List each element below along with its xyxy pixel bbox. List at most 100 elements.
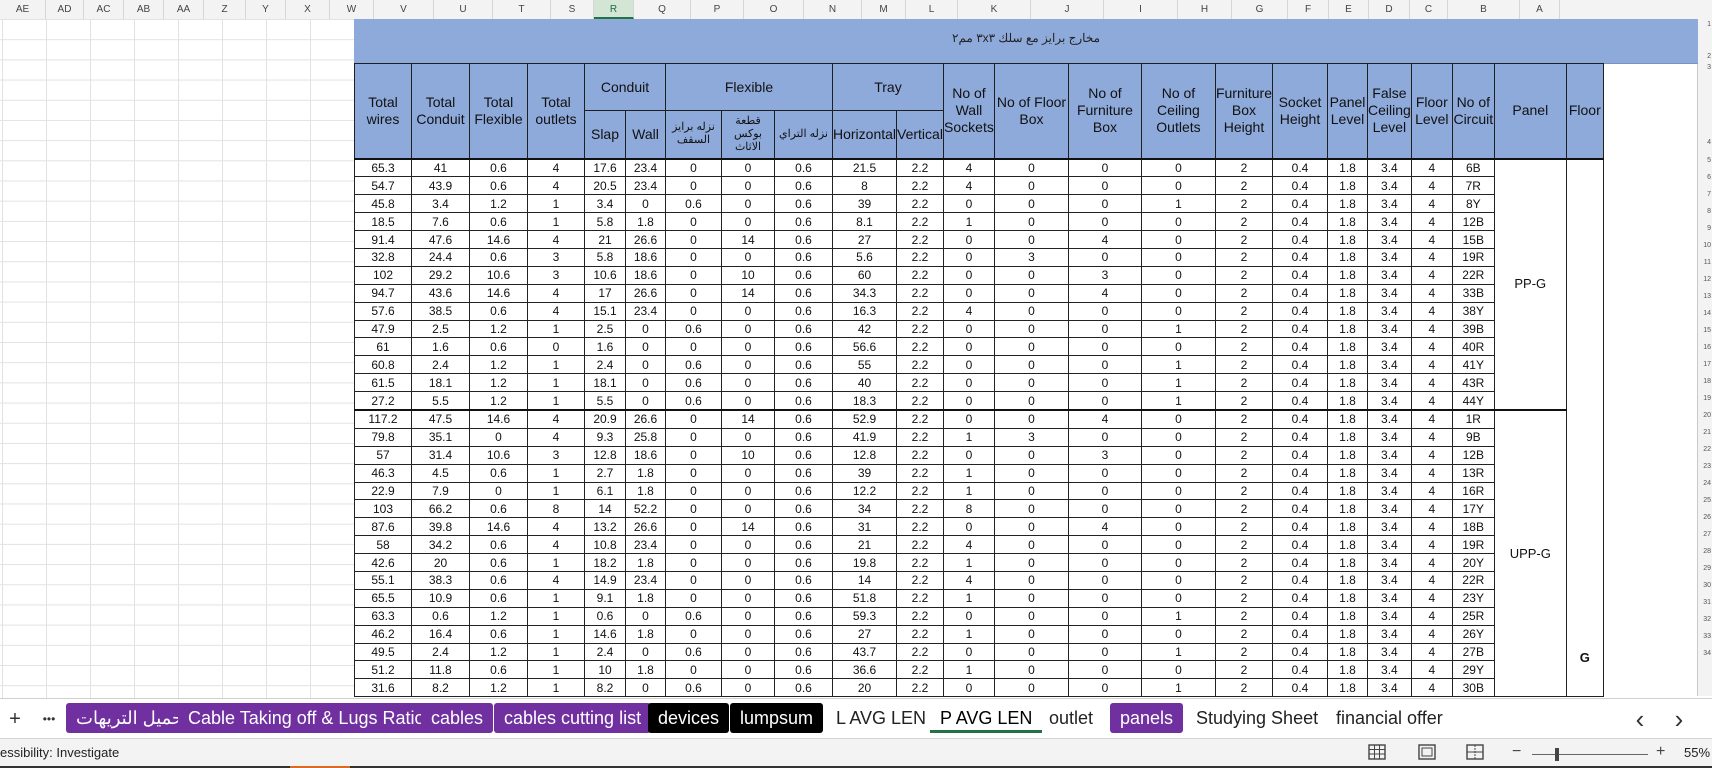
table-cell[interactable]: 1.8 xyxy=(625,463,666,483)
table-cell[interactable]: 0.4 xyxy=(1271,408,1328,429)
table-cell[interactable]: 0.6 xyxy=(774,194,833,214)
table-cell[interactable]: 0 xyxy=(721,570,775,590)
table-cell[interactable]: 4 xyxy=(942,570,995,590)
table-cell[interactable]: 52.9 xyxy=(831,408,898,429)
table-cell[interactable]: 14.9 xyxy=(584,570,626,590)
table-cell[interactable]: 4 xyxy=(527,301,585,321)
row-header-13[interactable]: 13 xyxy=(1703,293,1711,300)
table-cell[interactable]: 1.8 xyxy=(1326,230,1368,249)
table-cell[interactable]: 0 xyxy=(1140,553,1216,572)
row-header-7[interactable]: 7 xyxy=(1707,191,1711,198)
table-cell[interactable]: 0.4 xyxy=(1271,570,1328,590)
table-cell[interactable]: 0.4 xyxy=(1271,176,1328,196)
table-cell[interactable]: 17Y xyxy=(1451,499,1495,519)
table-cell[interactable]: 0 xyxy=(993,642,1069,662)
table-cell[interactable]: 4 xyxy=(527,535,585,555)
table-cell[interactable]: 1.8 xyxy=(1326,642,1368,662)
table-cell[interactable]: 2.2 xyxy=(896,157,944,178)
table-cell[interactable]: 6B xyxy=(1451,157,1495,178)
table-cell[interactable]: 43R xyxy=(1451,373,1495,393)
table-cell[interactable]: 0.6 xyxy=(665,606,722,626)
table-cell[interactable]: 2.2 xyxy=(896,230,944,249)
table-cell[interactable]: 0 xyxy=(1067,355,1142,375)
table-cell[interactable]: 2.2 xyxy=(896,481,944,501)
table-cell[interactable]: 2.2 xyxy=(896,553,944,572)
row-header-5[interactable]: 5 xyxy=(1707,157,1711,164)
table-cell[interactable]: 0 xyxy=(665,445,722,465)
column-header-a[interactable]: A xyxy=(1520,0,1560,19)
table-cell[interactable]: 41 xyxy=(411,157,470,178)
column-header-s[interactable]: S xyxy=(551,0,594,19)
table-cell[interactable]: 61 xyxy=(354,337,412,357)
table-cell[interactable]: 4 xyxy=(527,408,585,429)
table-cell[interactable]: 14.6 xyxy=(469,408,528,429)
table-cell[interactable]: 0 xyxy=(1140,445,1216,465)
table-cell[interactable]: 0.6 xyxy=(469,463,528,483)
table-cell[interactable]: 94.7 xyxy=(354,283,412,303)
table-cell[interactable]: 0.4 xyxy=(1271,265,1328,285)
table-cell[interactable]: 0 xyxy=(665,337,722,357)
table-cell[interactable]: 24.4 xyxy=(411,247,470,267)
table-cell[interactable]: 0 xyxy=(1140,301,1216,321)
table-cell[interactable]: 1.2 xyxy=(469,642,528,662)
table-cell[interactable]: 0.6 xyxy=(774,319,833,339)
table-cell[interactable]: 23.4 xyxy=(625,301,666,321)
table-cell[interactable]: 0.6 xyxy=(665,391,722,411)
table-cell[interactable]: 0.6 xyxy=(774,481,833,501)
table-cell[interactable]: 0 xyxy=(665,660,722,680)
table-cell[interactable]: 0 xyxy=(993,499,1069,519)
table-cell[interactable]: 1.8 xyxy=(1326,463,1368,483)
table-cell[interactable]: 4.5 xyxy=(411,463,470,483)
table-cell[interactable]: 18.6 xyxy=(625,247,666,267)
table-cell[interactable]: 7R xyxy=(1451,176,1495,196)
table-cell[interactable]: 3 xyxy=(527,265,585,285)
table-cell[interactable]: 4 xyxy=(527,157,585,178)
table-cell[interactable]: 1.8 xyxy=(1326,660,1368,680)
table-cell[interactable]: 20Y xyxy=(1451,553,1495,572)
table-cell[interactable]: 1 xyxy=(942,481,995,501)
column-header-ac[interactable]: AC xyxy=(84,0,124,19)
table-cell[interactable]: 2 xyxy=(1214,283,1273,303)
table-cell[interactable]: 14 xyxy=(721,408,775,429)
row-header-26[interactable]: 26 xyxy=(1703,514,1711,521)
table-cell[interactable]: 0 xyxy=(721,157,775,178)
table-cell[interactable]: 3.4 xyxy=(1366,391,1412,411)
table-cell[interactable]: 0 xyxy=(721,660,775,680)
table-cell[interactable]: 87.6 xyxy=(354,517,412,537)
table-cell[interactable]: 0 xyxy=(1140,570,1216,590)
table-cell[interactable]: 0 xyxy=(665,463,722,483)
table-cell[interactable]: 14 xyxy=(584,499,626,519)
table-cell[interactable]: 26.6 xyxy=(625,283,666,303)
table-cell[interactable]: 0.6 xyxy=(774,247,833,267)
table-cell[interactable]: 3.4 xyxy=(1366,265,1412,285)
zoom-in-icon[interactable]: + xyxy=(1656,743,1666,760)
table-cell[interactable]: 0 xyxy=(942,283,995,303)
table-cell[interactable]: 0 xyxy=(993,157,1069,178)
table-cell[interactable]: 38.3 xyxy=(411,570,470,590)
table-cell[interactable]: 0 xyxy=(665,247,722,267)
page-break-preview-icon[interactable] xyxy=(1466,744,1486,762)
table-cell[interactable]: 3.4 xyxy=(1366,606,1412,626)
table-cell[interactable]: 1 xyxy=(527,660,585,680)
table-cell[interactable]: 0 xyxy=(993,283,1069,303)
table-cell[interactable]: 1.8 xyxy=(1326,355,1368,375)
table-cell[interactable]: 4 xyxy=(1410,157,1453,178)
table-cell[interactable]: 0 xyxy=(665,283,722,303)
table-cell[interactable]: 0 xyxy=(1067,247,1142,267)
table-cell[interactable]: 2 xyxy=(1214,212,1273,232)
table-cell[interactable]: 47.9 xyxy=(354,319,412,339)
table-cell[interactable]: 39B xyxy=(1451,319,1495,339)
table-cell[interactable]: 1.2 xyxy=(469,319,528,339)
table-cell[interactable]: 0 xyxy=(625,606,666,626)
table-cell[interactable]: 0 xyxy=(1067,176,1142,196)
table-cell[interactable]: 8 xyxy=(831,176,898,196)
row-header-27[interactable]: 27 xyxy=(1703,531,1711,538)
table-cell[interactable]: 10 xyxy=(721,265,775,285)
table-cell[interactable]: 0.4 xyxy=(1271,427,1328,447)
table-cell[interactable]: 0 xyxy=(1067,301,1142,321)
table-cell[interactable]: 25R xyxy=(1451,606,1495,626)
table-cell[interactable]: 3.4 xyxy=(1366,570,1412,590)
table-cell[interactable]: 0 xyxy=(665,535,722,555)
table-cell[interactable]: 3.4 xyxy=(1366,463,1412,483)
panel-cell[interactable]: UPP-G xyxy=(1493,408,1567,698)
